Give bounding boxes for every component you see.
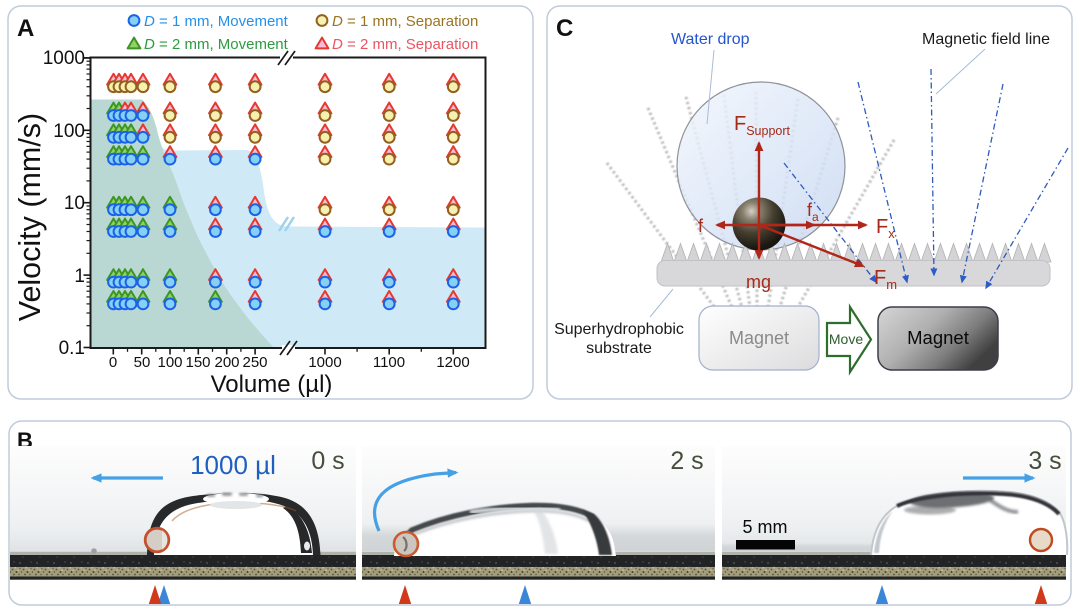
svg-text:0 s: 0 s (311, 447, 344, 475)
svg-text:Superhydrophobic: Superhydrophobic (554, 321, 684, 338)
svg-text:substrate: substrate (586, 340, 652, 357)
svg-text:50: 50 (134, 354, 151, 371)
svg-text:Magnet: Magnet (907, 327, 969, 348)
svg-text:1100: 1100 (373, 354, 405, 371)
svg-text:1: 1 (74, 266, 85, 287)
svg-text:150: 150 (185, 354, 210, 371)
svg-text:1200: 1200 (436, 354, 469, 371)
svg-text:1000: 1000 (308, 354, 341, 371)
svg-text:0.1: 0.1 (59, 338, 85, 359)
svg-text:1000: 1000 (43, 48, 85, 69)
svg-text:200: 200 (214, 354, 239, 371)
svg-text:mg: mg (746, 272, 771, 292)
svg-text:3 s: 3 s (1028, 447, 1061, 475)
svg-text:D = 1 mm, Separation: D = 1 mm, Separation (332, 13, 478, 30)
svg-text:Water drop: Water drop (671, 31, 750, 48)
svg-text:D = 2 mm, Separation: D = 2 mm, Separation (332, 36, 478, 53)
svg-text:Volume (µl): Volume (µl) (211, 371, 333, 398)
svg-text:Velocity (mm/s): Velocity (mm/s) (13, 113, 47, 321)
svg-text:A: A (17, 15, 34, 42)
svg-text:C: C (556, 15, 573, 42)
svg-text:100: 100 (157, 354, 182, 371)
svg-text:D = 2 mm, Movement: D = 2 mm, Movement (144, 36, 289, 53)
svg-text:5 mm: 5 mm (743, 517, 788, 537)
svg-text:Magnetic field line: Magnetic field line (922, 31, 1050, 48)
svg-text:0: 0 (109, 354, 117, 371)
svg-text:10: 10 (64, 193, 85, 214)
svg-text:1000 µl: 1000 µl (190, 450, 276, 480)
svg-text:Magnet: Magnet (729, 328, 789, 348)
svg-text:f: f (698, 216, 704, 236)
svg-text:Move: Move (829, 331, 863, 347)
svg-text:2 s: 2 s (670, 447, 703, 475)
svg-text:100: 100 (53, 121, 85, 142)
svg-text:D = 1 mm, Movement: D = 1 mm, Movement (144, 13, 289, 30)
svg-text:250: 250 (242, 354, 267, 371)
